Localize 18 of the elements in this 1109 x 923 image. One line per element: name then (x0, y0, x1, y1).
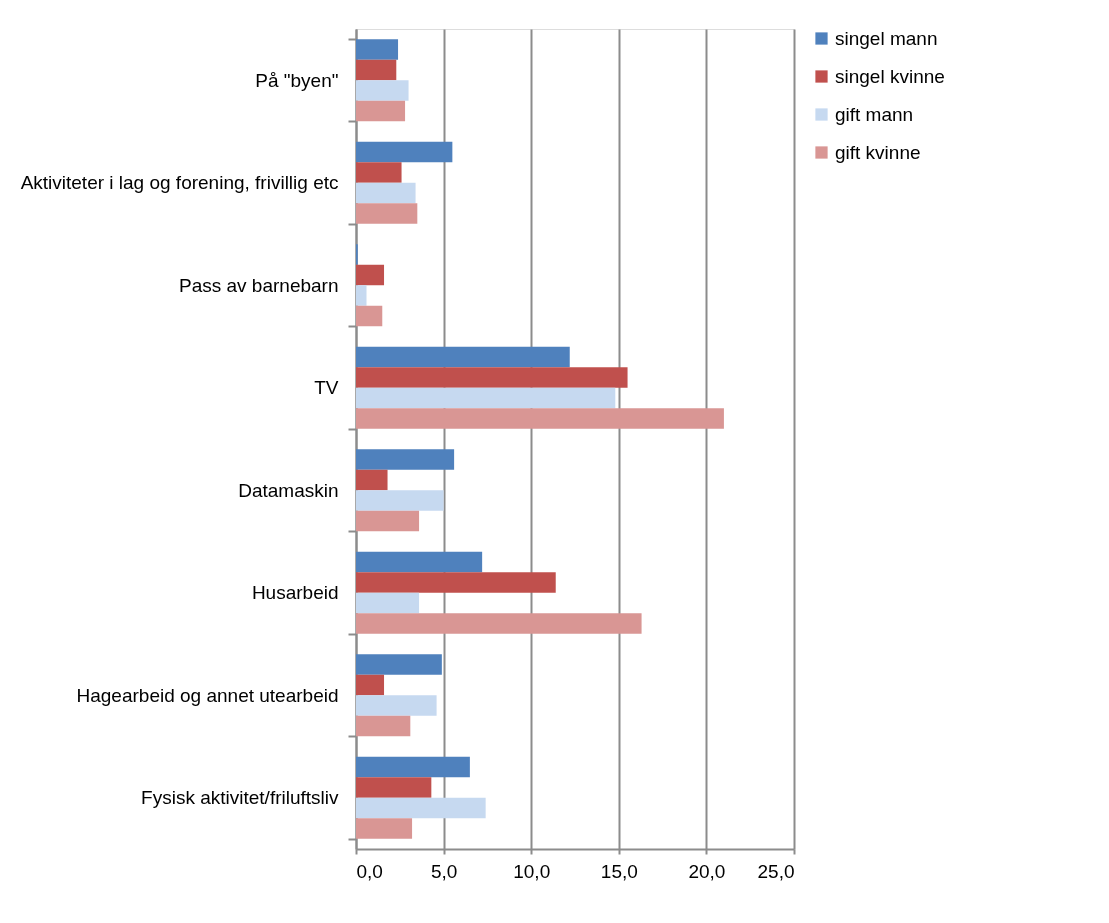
legend-label: singel mann (835, 27, 938, 49)
y-tick-label: På "byen" (255, 69, 339, 91)
x-tick-label: 15,0 (600, 860, 638, 882)
x-tick-label: 25,0 (757, 860, 795, 882)
x-tick-label: 0,0 (356, 860, 383, 882)
x-tick-label: 5,0 (430, 860, 458, 882)
y-tick-label: Fysisk aktivitet/friluftsliv (141, 787, 339, 809)
y-tick-label: Husarbeid (251, 582, 339, 604)
y-tick-label: Pass av barnebarn (179, 274, 339, 296)
legend-label: singel kvinne (835, 65, 945, 87)
x-tick-label: 20,0 (688, 860, 726, 882)
y-tick-label: Datamaskin (238, 479, 339, 501)
x-tick-label: 10,0 (513, 860, 551, 882)
legend-label: gift mann (835, 103, 914, 125)
y-tick-label: TV (314, 377, 339, 399)
legend-label: gift kvinne (835, 141, 921, 163)
y-tick-label: Aktiviteter i lag og forening, frivillig etc (20, 172, 339, 194)
y-tick-label: Hagearbeid og annet utearbeid (76, 684, 339, 706)
